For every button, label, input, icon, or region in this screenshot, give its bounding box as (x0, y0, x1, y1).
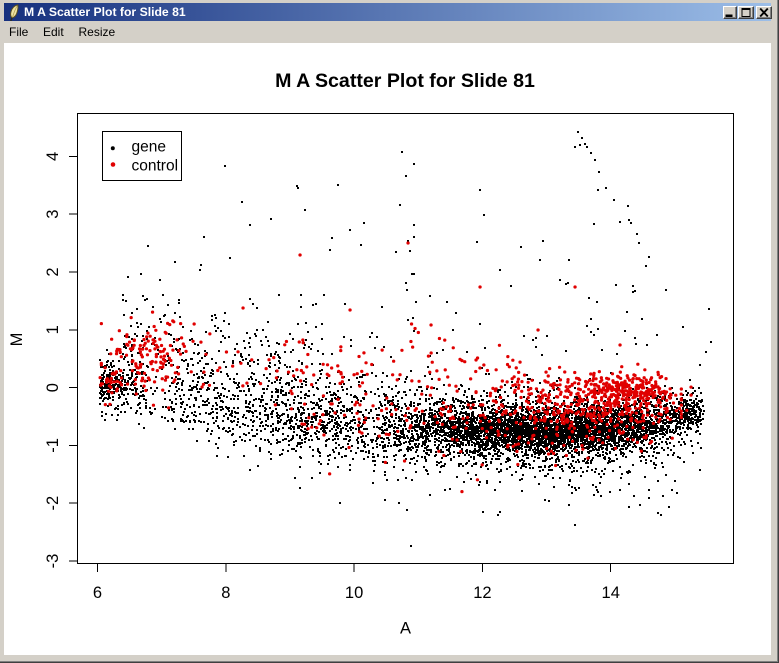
svg-text:1: 1 (44, 325, 62, 334)
svg-text:gene: gene (132, 139, 166, 156)
svg-text:M: M (8, 333, 26, 347)
svg-text:0: 0 (44, 383, 62, 392)
svg-text:M A Scatter Plot for Slide 81: M A Scatter Plot for Slide 81 (275, 70, 535, 92)
svg-text:10: 10 (345, 584, 363, 602)
svg-text:12: 12 (473, 584, 491, 602)
svg-text:-3: -3 (44, 554, 62, 569)
svg-text:6: 6 (93, 584, 102, 602)
svg-text:8: 8 (221, 584, 230, 602)
svg-text:-1: -1 (44, 438, 62, 453)
svg-text:14: 14 (602, 584, 620, 602)
svg-text:3: 3 (44, 210, 62, 219)
svg-text:A: A (400, 620, 411, 638)
svg-text:-2: -2 (44, 496, 62, 511)
svg-text:4: 4 (44, 152, 62, 161)
svg-text:2: 2 (44, 267, 62, 276)
svg-text:control: control (132, 157, 179, 174)
